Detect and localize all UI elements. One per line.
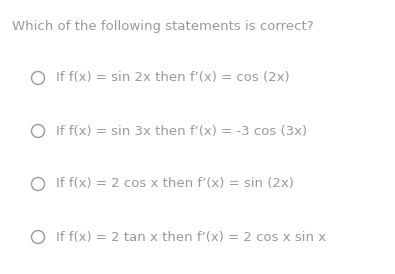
Text: Which of the following statements is correct?: Which of the following statements is cor… [12, 20, 314, 33]
Text: If f(x) = sin 3x then f’(x) = -3 cos (3x): If f(x) = sin 3x then f’(x) = -3 cos (3x… [56, 124, 307, 138]
Text: If f(x) = sin 2x then f’(x) = cos (2x): If f(x) = sin 2x then f’(x) = cos (2x) [56, 72, 290, 84]
Text: If f(x) = 2 tan x then f’(x) = 2 cos x sin x: If f(x) = 2 tan x then f’(x) = 2 cos x s… [56, 230, 326, 244]
Text: If f(x) = 2 cos x then f’(x) = sin (2x): If f(x) = 2 cos x then f’(x) = sin (2x) [56, 178, 294, 190]
